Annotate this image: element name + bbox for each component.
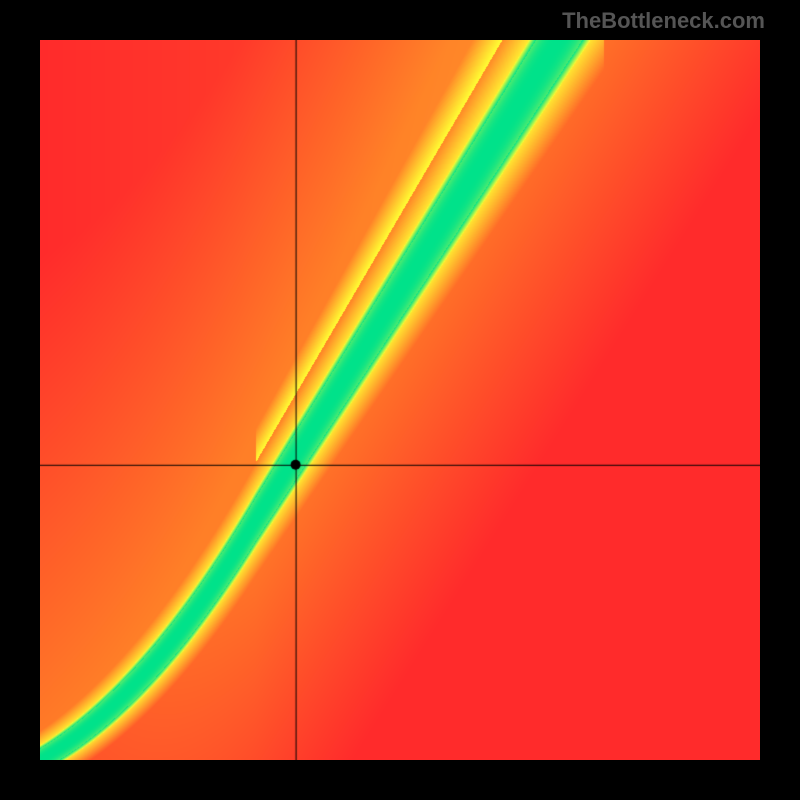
bottleneck-heatmap [40,40,760,760]
watermark-text: TheBottleneck.com [562,8,765,34]
plot-container [40,40,760,760]
